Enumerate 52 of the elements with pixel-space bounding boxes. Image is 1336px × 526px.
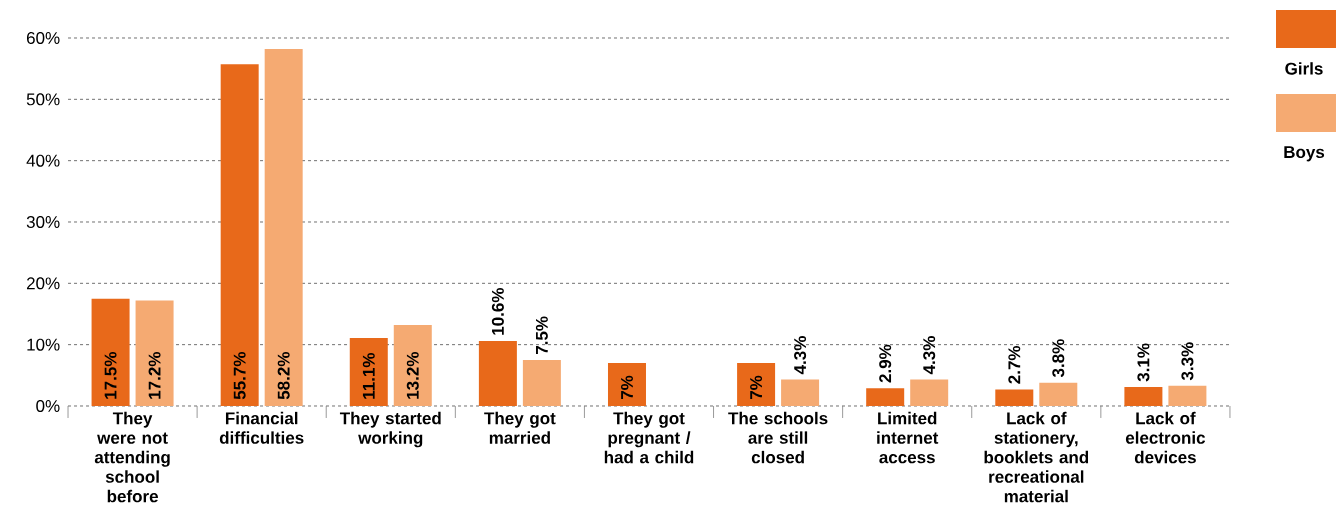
data-label: 4.3% bbox=[794, 336, 807, 375]
data-label: 2.7% bbox=[1008, 345, 1021, 384]
x-tick-label: Limited internet access bbox=[877, 411, 939, 464]
data-label: 55.7% bbox=[233, 352, 246, 400]
x-tick-label: They started working bbox=[339, 411, 441, 448]
legend-label: Girls bbox=[1285, 62, 1323, 75]
data-label: 10.6% bbox=[491, 288, 504, 335]
bar bbox=[264, 49, 303, 406]
y-tick-label: 40% bbox=[26, 154, 60, 167]
bar bbox=[478, 340, 517, 406]
data-label: 11.1% bbox=[362, 352, 375, 399]
x-tick-label: Financial difficulties bbox=[219, 411, 304, 444]
y-tick-label: 30% bbox=[26, 215, 60, 229]
y-tick-label: 0% bbox=[36, 399, 60, 413]
x-tick-label: They got pregnant / had a child bbox=[604, 411, 694, 464]
data-label: 2.9% bbox=[879, 344, 892, 383]
y-tick-label: 20% bbox=[26, 277, 60, 290]
data-label: 7% bbox=[621, 375, 633, 400]
bar bbox=[135, 300, 174, 406]
y-tick-label: 60% bbox=[26, 31, 60, 45]
bar bbox=[607, 363, 646, 406]
bar bbox=[91, 298, 130, 406]
data-label: 7% bbox=[750, 375, 763, 400]
data-label: 17.2% bbox=[148, 352, 161, 399]
bar bbox=[393, 325, 432, 406]
x-tick-label: Lack of electronic devices bbox=[1125, 411, 1206, 464]
x-tick-label: The schools are still closed bbox=[728, 411, 828, 464]
y-tick-label: 50% bbox=[26, 93, 60, 106]
bar bbox=[349, 337, 388, 406]
bar bbox=[866, 388, 905, 406]
bar bbox=[522, 359, 561, 406]
bar bbox=[1124, 386, 1163, 406]
bar bbox=[781, 379, 820, 406]
bar bbox=[1168, 385, 1207, 406]
x-tick-label: They were not attending school before bbox=[94, 411, 170, 503]
x-tick-label: They got married bbox=[484, 411, 556, 444]
data-label: 13.2% bbox=[406, 352, 419, 399]
legend-label: Boys bbox=[1284, 146, 1325, 162]
data-label: 3.8% bbox=[1052, 339, 1065, 378]
y-tick-label: 10% bbox=[27, 338, 60, 351]
bar bbox=[1039, 382, 1078, 406]
x-tick-label: Lack of stationery, booklets and recreational material bbox=[984, 411, 1089, 503]
data-label: 7.5% bbox=[535, 316, 548, 355]
bar bbox=[995, 389, 1034, 406]
bar bbox=[220, 64, 259, 406]
data-label: 3.1% bbox=[1137, 343, 1150, 382]
data-label: 17.5% bbox=[104, 352, 117, 399]
data-label: 3.3% bbox=[1181, 342, 1194, 381]
bar bbox=[910, 379, 949, 406]
bar bbox=[737, 363, 776, 406]
data-label: 4.3% bbox=[923, 336, 936, 375]
data-label: 58.2% bbox=[277, 352, 290, 400]
